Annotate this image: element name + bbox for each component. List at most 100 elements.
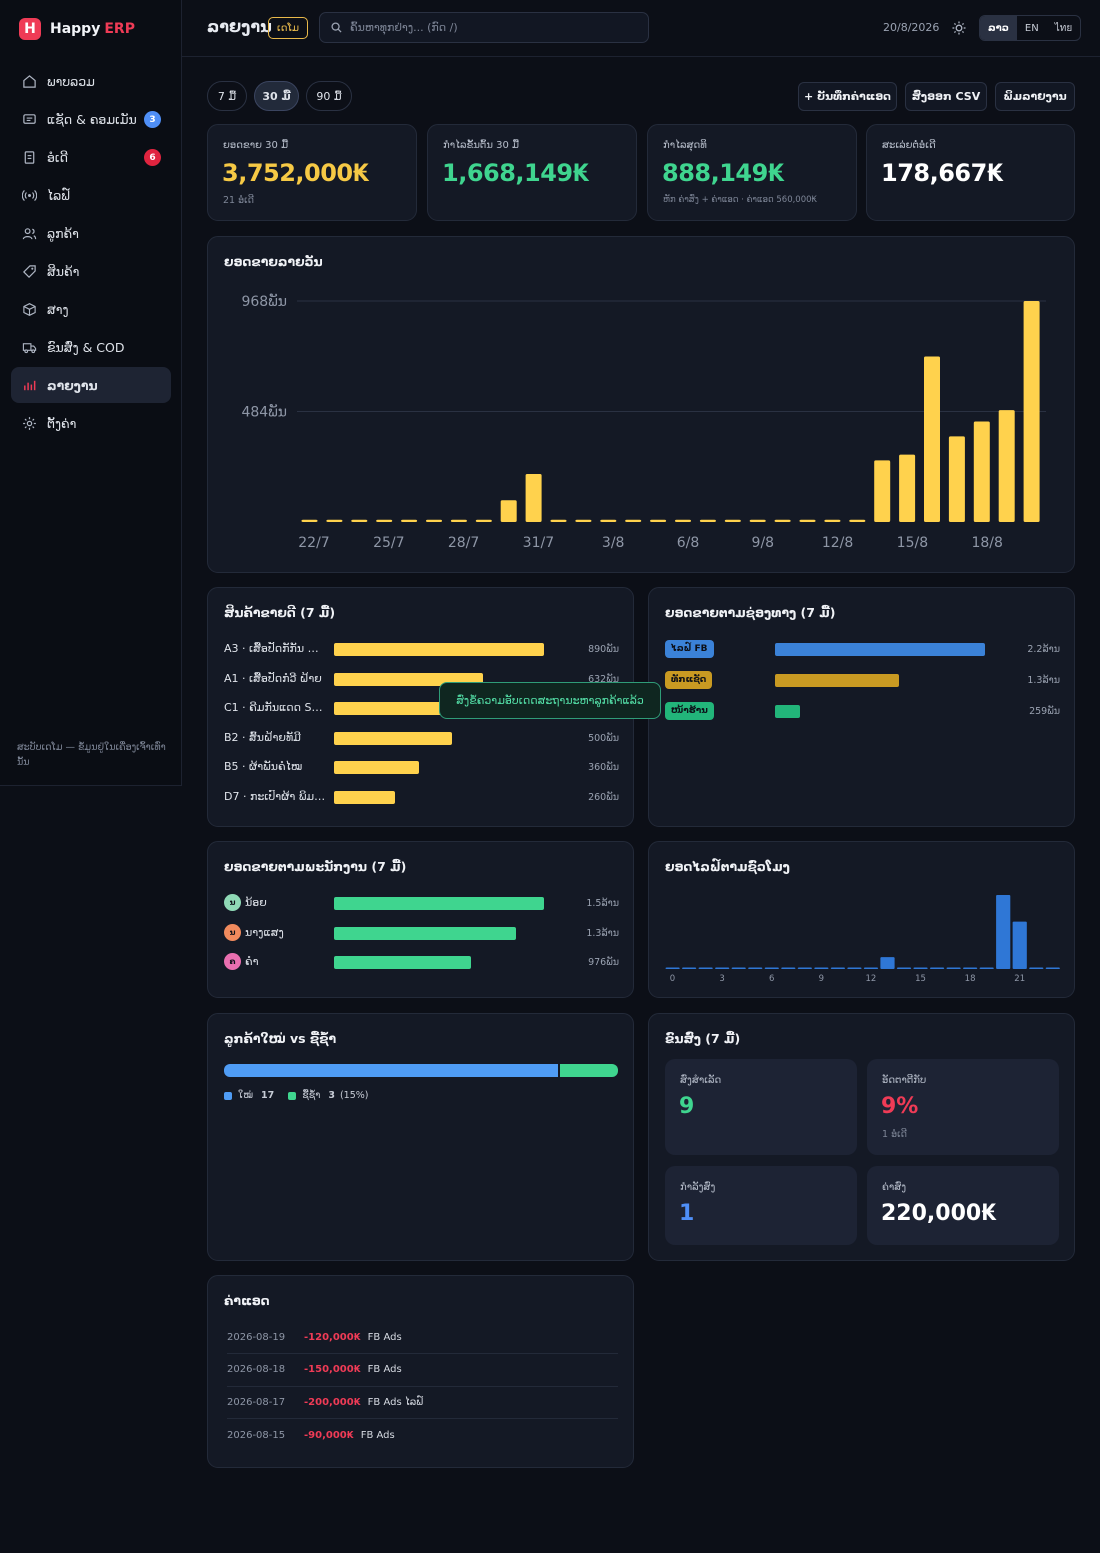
language-option-2[interactable]: ไทย: [1054, 22, 1073, 34]
row-label: ຄໍາ: [245, 955, 259, 968]
top_products-row: A3 · ເສື້ອປັດກັກັນ ຜ້າ... 890ພັນ: [224, 639, 619, 659]
row-bar: [334, 791, 396, 804]
expense-description: FB Ads: [367, 1364, 402, 1376]
row-value: 976ພັນ: [588, 957, 619, 968]
daily-sales-bar: [799, 519, 816, 522]
avatar: ນ: [224, 894, 241, 911]
range-30-days-button[interactable]: 30 ມື້: [254, 81, 299, 111]
sidebar-item-0[interactable]: ພາບລວມ: [11, 63, 171, 99]
expense-row[interactable]: 2026-08-17 -200,000₭ FB Ads ໄລຟ໌: [227, 1386, 618, 1420]
stat-card-net-profit: ກຳໄລສຸດທິ 888,149₭ ຫັກ ຄ່າສົ່ງ + ຄ່າແອດ …: [647, 124, 857, 221]
sidebar-item-label: ລູກຄ້າ: [47, 225, 79, 241]
live-hour-bar: [830, 967, 845, 969]
daily-sales-bar: [401, 519, 418, 522]
customers-card: ລູກຄ້າໃໝ່ vs ຊື້ຊ້ຳ ໃໝ່ 17 ຊື້ຊ້ຳ 3 (15%…: [207, 1013, 634, 1261]
legend-repeat-pct: (15%): [339, 1090, 369, 1101]
sidebar-item-8[interactable]: ລາຍງານ: [11, 367, 171, 403]
staff-sales-card: ຍອດຂາຍຕາມພະນັກງານ (7 ມື້) ນນ້ອຍ 1.5ລ້ານນນ…: [207, 841, 634, 998]
card-title: ຍອດໄລຟ໌ຕາມຊົ່ວໂມງ: [665, 859, 790, 874]
sidebar-item-9[interactable]: ຕັ້ງຄ່າ: [11, 405, 171, 441]
row-bar: [334, 643, 544, 656]
expense-row[interactable]: 2026-08-15 -90,000₭ FB Ads: [227, 1419, 618, 1452]
sidebar-item-5[interactable]: ສິນຄ້າ: [11, 253, 171, 289]
avatar: ນ: [224, 923, 241, 941]
expense-row[interactable]: 2026-08-19 -120,000₭ FB Ads: [227, 1321, 618, 1354]
daily-sales-bar: [351, 519, 368, 522]
daily-sales-bar: [849, 519, 866, 522]
sidebar-item-label: ແຊັດ & ຄອມເມັນ: [47, 111, 137, 127]
expense-date: 2026-08-19: [227, 1331, 286, 1343]
sidebar-item-2[interactable]: ອໍເດີ 6: [11, 139, 171, 175]
daily-sales-bar: [475, 519, 492, 522]
sidebar-item-label: ສາງ: [47, 301, 69, 317]
row-label: ນ້ອຍ: [245, 896, 267, 909]
gear-icon: [21, 415, 37, 431]
truck-icon: [21, 339, 37, 355]
row-bar: [775, 674, 900, 687]
range-90-days-button[interactable]: 90 ມື້: [306, 81, 352, 111]
live-hour-bar: [896, 967, 912, 969]
language-option-1[interactable]: EN: [1024, 22, 1039, 34]
language-option-0[interactable]: ລາວ: [980, 16, 1017, 40]
sidebar-item-1[interactable]: ແຊັດ & ຄອມເມັນ 3: [11, 101, 171, 137]
staff-row: ຄ ຄໍາ 976ພັນ: [224, 952, 619, 972]
daily-sales-bar: [973, 421, 990, 522]
sidebar-item-4[interactable]: ລູກຄ້າ: [11, 215, 171, 251]
daily-sales-bar: [450, 519, 467, 522]
sidebar-item-7[interactable]: ຂົນສົ່ງ & COD: [11, 329, 171, 365]
daily-sales-bar: [575, 519, 592, 522]
daily-sales-bar: [301, 519, 318, 522]
daily-sales-bar: [699, 519, 716, 522]
hour-tick-label: 21: [1014, 974, 1025, 984]
hour-tick-label: 15: [915, 974, 926, 984]
card-title: ຍອດຂາຍຕາມພະນັກງານ (7 ມື້): [224, 859, 407, 874]
expense-row[interactable]: 2026-08-18 -150,000₭ FB Ads: [227, 1354, 618, 1387]
sidebar-item-label: ລາຍງານ: [47, 377, 98, 393]
daily-sales-bar: [426, 519, 442, 522]
stat-label: ກຳໄລຂັ້ນຕົ້ນ 30 ມື້: [443, 140, 520, 151]
stat-card-gross-profit: ກຳໄລຂັ້ນຕົ້ນ 30 ມື້ 1,668,149₭: [427, 124, 637, 221]
card-title: ສິນຄ້າຂາຍດີ (7 ມື້): [224, 605, 336, 620]
sidebar-item-3[interactable]: ໄລຟ໌: [11, 177, 171, 213]
range-7-days-button[interactable]: 7 ມື້: [207, 81, 247, 111]
expense-date: 2026-08-15: [227, 1430, 286, 1442]
brand[interactable]: H Happy ERP: [19, 18, 135, 40]
row-value: 260ພັນ: [588, 792, 619, 803]
live-hour-bar: [781, 967, 796, 969]
row-label: B5 · ຜ້າພັນຄໍໄໝ: [224, 760, 303, 774]
live-hour-bar: [715, 967, 730, 969]
hour-tick-label: 12: [865, 974, 876, 984]
hour-tick-label: 3: [719, 974, 724, 984]
sub-label: ຄ່າສົ່ງ: [882, 1182, 907, 1193]
x-tick-label: 31/7: [523, 535, 554, 551]
export-csv-button[interactable]: ສົ່ງອອກ CSV: [905, 82, 987, 111]
x-tick-label: 18/8: [971, 535, 1002, 551]
add-expense-button[interactable]: + ບັນທຶກຄ່າແອດ: [798, 82, 897, 111]
hour-tick-label: 6: [769, 974, 774, 984]
row-value: 2.2ລ້ານ: [1027, 644, 1060, 655]
sidebar-item-badge: 3: [144, 111, 161, 128]
live-hour-bar: [682, 967, 697, 969]
live-hour-bar: [996, 895, 1011, 969]
sidebar-item-label: ພາບລວມ: [47, 73, 95, 89]
daily-sales-bar: [650, 519, 667, 522]
daily-sales-bar: [1023, 301, 1040, 522]
sun-icon[interactable]: [950, 19, 968, 37]
live-hour-bar: [797, 967, 812, 969]
expense-date: 2026-08-18: [227, 1364, 286, 1376]
stat-label: ຍອດຂາຍ 30 ມື້: [223, 140, 289, 151]
legend-swatch-new: [224, 1091, 232, 1100]
row-label: C1 · ຄີມກັນແດດ SPF...: [224, 701, 326, 715]
receipt-icon: [21, 149, 37, 165]
print-report-button[interactable]: ພິມລາຍງານ: [995, 82, 1075, 111]
broadcast-icon: [21, 187, 37, 203]
hour-tick-label: 0: [670, 974, 675, 984]
language-switcher: ລາວ EN ไทย: [979, 15, 1082, 41]
stat-value: 3,752,000₭: [222, 159, 369, 187]
x-tick-label: 6/8: [677, 535, 700, 551]
brand-name-accent: ERP: [104, 21, 135, 37]
live-hour-bar: [665, 967, 680, 969]
box-icon: [21, 301, 37, 317]
search-input[interactable]: ຄົ້ນຫາທຸກຢ່າງ... (ກົດ /): [319, 12, 649, 43]
sidebar-item-6[interactable]: ສາງ: [11, 291, 171, 327]
